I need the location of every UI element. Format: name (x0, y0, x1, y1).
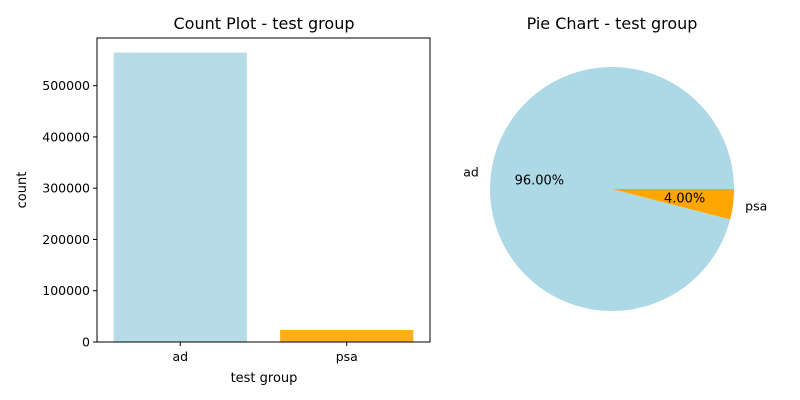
y-tick-label: 200000 (42, 232, 90, 247)
pie-chart-title: Pie Chart - test group (527, 14, 698, 33)
pie-label-psa: psa (745, 198, 767, 213)
y-tick-label: 0 (82, 335, 90, 350)
count-plot-axes-frame (96, 37, 431, 343)
pie-slices (489, 66, 734, 311)
bar-psa (280, 329, 414, 342)
x-tick-label-ad: ad (172, 349, 188, 364)
count-plot-bars (113, 52, 414, 342)
pie-pct-ad: 96.00% (515, 173, 565, 188)
count-plot-y-ticks: 0 100000 200000 300000 400000 500000 (42, 78, 97, 350)
pie-label-ad: ad (463, 165, 479, 180)
x-tick-label-psa: psa (336, 349, 358, 364)
count-plot-y-axis-label: count (15, 172, 30, 209)
count-plot: Count Plot - test group 0 100000 200000 300… (15, 14, 431, 386)
pie-slice-psa (612, 189, 734, 220)
count-plot-title: Count Plot - test group (174, 14, 355, 33)
count-plot-x-axis-label: test group (231, 371, 298, 386)
y-tick-label: 500000 (42, 78, 90, 93)
pie-chart: Pie Chart - test group ad 96.00% psa 4.00% (463, 14, 767, 311)
count-plot-x-ticks: ad psa (172, 342, 358, 364)
y-tick-label: 400000 (42, 129, 90, 144)
pie-slice-ad (489, 66, 734, 311)
pie-pct-psa: 4.00% (664, 192, 705, 207)
pie-labels: ad 96.00% psa 4.00% (463, 165, 767, 214)
bar-ad (113, 52, 247, 342)
y-tick-label: 100000 (42, 283, 90, 298)
y-tick-label: 300000 (42, 181, 90, 196)
